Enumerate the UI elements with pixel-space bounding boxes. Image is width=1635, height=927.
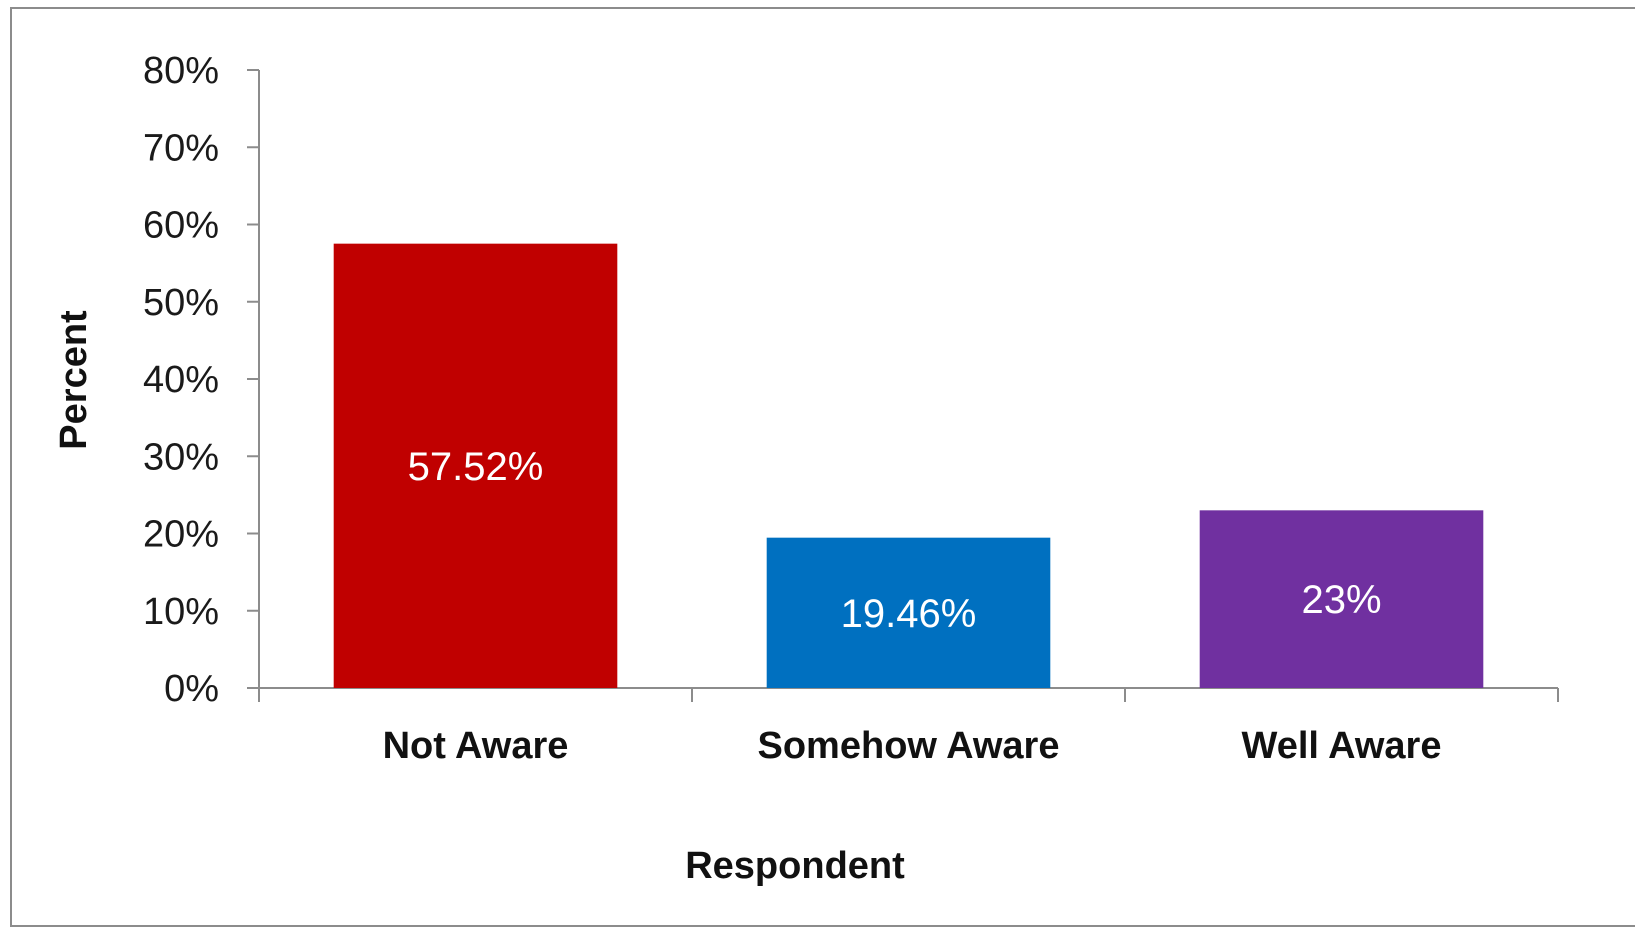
y-tick-label: 30% [143, 436, 219, 478]
x-axis: Not Aware Somehow Aware Well Aware [258, 687, 1559, 767]
y-axis: 0% 10% 20% 30% 40% 50% 60% 70% 80% [143, 50, 260, 710]
y-tick-label: 50% [143, 282, 219, 324]
bars [333, 243, 1484, 688]
bar [1199, 510, 1484, 688]
chart-frame [10, 7, 1635, 927]
bar [333, 243, 618, 688]
y-tick-label: 10% [143, 591, 219, 633]
data-label: 57.52% [408, 445, 544, 489]
category-label: Well Aware [1242, 725, 1442, 767]
y-tick-label: 60% [143, 205, 219, 247]
data-label: 23% [1301, 578, 1381, 622]
y-tick-label: 40% [143, 359, 219, 401]
x-axis-title: Respondent [685, 845, 905, 887]
y-tick-label: 0% [164, 668, 219, 710]
category-label: Not Aware [383, 725, 569, 767]
data-label: 19.46% [841, 592, 977, 636]
data-labels: 57.52% 19.46% 23% [408, 445, 1382, 636]
y-tick-label: 20% [143, 514, 219, 556]
category-label: Somehow Aware [758, 725, 1060, 767]
y-tick-label: 80% [143, 50, 219, 92]
y-axis-title: Percent [53, 310, 95, 450]
bar [766, 537, 1051, 688]
y-tick-label: 70% [143, 127, 219, 169]
